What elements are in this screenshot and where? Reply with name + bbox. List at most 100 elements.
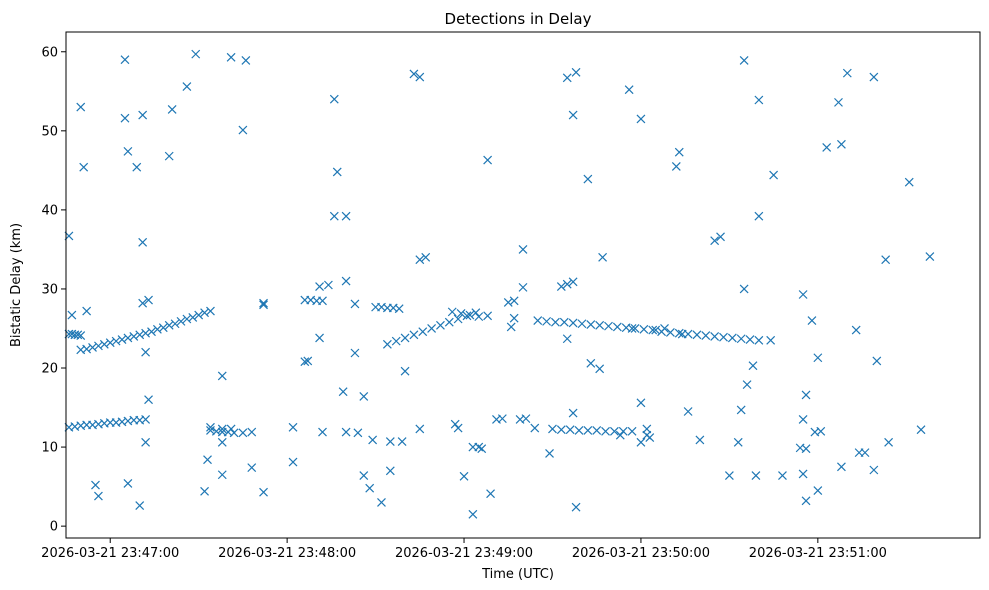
data-point — [636, 437, 646, 447]
data-point — [164, 151, 174, 161]
data-point — [642, 424, 652, 434]
data-point — [665, 328, 675, 337]
data-point — [627, 426, 637, 436]
data-point — [359, 471, 369, 480]
data-point — [562, 73, 572, 83]
data-point — [598, 252, 608, 262]
data-point — [409, 330, 419, 340]
data-point — [837, 139, 846, 149]
data-point — [813, 486, 823, 495]
data-point — [609, 426, 619, 436]
data-point — [727, 333, 737, 343]
data-point — [719, 332, 728, 342]
data-point — [645, 433, 655, 443]
data-point — [129, 331, 139, 341]
data-point — [627, 324, 637, 333]
data-point — [444, 317, 454, 327]
x-axis-label: Time (UTC) — [481, 567, 554, 582]
y-tick-label: 10 — [41, 441, 58, 456]
data-point — [76, 331, 86, 341]
data-point — [338, 387, 348, 397]
data-point — [592, 426, 602, 435]
data-point — [415, 72, 425, 82]
data-point — [568, 277, 578, 287]
data-point — [382, 339, 392, 349]
x-tick-label: 2026-03-21 23:51:00 — [749, 546, 887, 561]
data-point — [427, 324, 437, 333]
data-point — [798, 290, 808, 299]
y-tick-label: 0 — [50, 520, 58, 535]
data-point — [733, 437, 743, 447]
data-point — [860, 448, 870, 458]
data-point — [739, 284, 749, 294]
data-point — [568, 408, 578, 418]
data-point — [577, 319, 587, 329]
data-point — [615, 430, 625, 440]
data-point — [798, 414, 808, 424]
data-point — [916, 425, 926, 435]
data-point — [135, 501, 145, 511]
x-axis: 2026-03-21 23:47:00 2026-03-21 23:48:00 20… — [41, 538, 887, 561]
data-point — [798, 469, 808, 479]
data-point — [182, 314, 192, 324]
data-point — [562, 334, 572, 344]
data-point — [67, 310, 77, 320]
data-point — [509, 296, 519, 306]
data-point — [164, 320, 174, 330]
data-point — [341, 276, 351, 286]
data-point — [483, 155, 493, 165]
data-point — [456, 309, 466, 318]
data-point — [415, 424, 425, 434]
data-point — [418, 327, 428, 337]
data-point — [82, 344, 92, 354]
data-point — [710, 236, 720, 246]
data-point — [377, 497, 386, 507]
data-point — [329, 211, 339, 221]
data-point — [315, 333, 324, 343]
data-point — [350, 348, 360, 358]
data-point — [518, 282, 528, 292]
data-point — [394, 304, 404, 314]
data-point — [365, 483, 375, 493]
data-point — [604, 321, 613, 331]
data-point — [571, 67, 581, 77]
data-point — [138, 110, 148, 120]
data-point — [562, 279, 572, 289]
data-point — [76, 102, 86, 112]
data-point — [801, 390, 811, 400]
data-point — [533, 316, 543, 326]
data-point — [332, 167, 342, 177]
data-point — [88, 343, 97, 352]
data-point — [801, 444, 811, 454]
y-axis-label: Bistatic Delay (km) — [9, 223, 24, 347]
data-point — [724, 471, 734, 480]
data-point — [518, 244, 528, 254]
data-point — [167, 105, 177, 114]
data-point — [397, 437, 407, 446]
data-point — [400, 333, 410, 343]
data-point — [73, 330, 83, 340]
data-point — [651, 325, 661, 335]
data-point — [385, 437, 395, 446]
data-point — [660, 324, 669, 333]
data-point — [683, 407, 693, 416]
data-point — [742, 380, 752, 390]
x-tick-label: 2026-03-21 23:49:00 — [395, 546, 533, 561]
data-point — [769, 170, 779, 180]
data-point — [583, 174, 593, 184]
data-point — [247, 463, 257, 473]
data-point — [288, 422, 298, 432]
x-tick-label: 2026-03-21 23:47:00 — [41, 546, 179, 561]
data-point — [465, 310, 475, 320]
data-point — [751, 471, 761, 480]
data-point — [521, 414, 531, 424]
data-point — [872, 356, 882, 366]
data-point — [141, 328, 151, 338]
data-point — [559, 317, 569, 327]
data-point — [869, 465, 879, 475]
data-point — [141, 414, 151, 424]
data-point — [571, 502, 581, 512]
data-point — [692, 330, 702, 340]
data-point — [601, 426, 610, 436]
